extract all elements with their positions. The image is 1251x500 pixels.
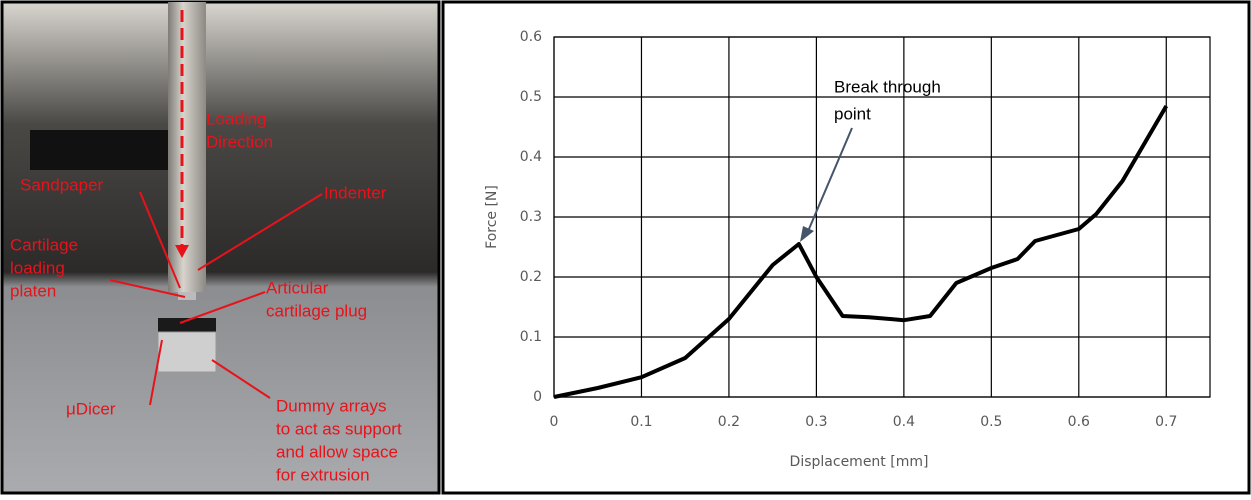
x-tick-label: 0.5 [980, 414, 1002, 430]
photo-label: Indenter [324, 183, 387, 202]
photo-label: for extrusion [276, 465, 370, 484]
photo-label: Cartilage [10, 235, 78, 254]
photo-label: loading [10, 258, 65, 277]
y-tick-label: 0 [533, 389, 542, 405]
chart-panel [443, 2, 1249, 493]
page: {"photo": {"labels": [ {"lines": ["Loadi… [0, 0, 1251, 495]
photo-label: μDicer [66, 399, 116, 418]
photo-label: Direction [206, 132, 273, 151]
y-tick-label: 0.6 [520, 29, 542, 45]
x-tick-label: 0.1 [630, 414, 652, 430]
annotation: point [834, 104, 871, 123]
x-tick-label: 0.6 [1068, 414, 1090, 430]
y-tick-label: 0.4 [520, 149, 542, 165]
y-tick-label: 0.5 [520, 89, 542, 105]
x-axis-title: Displacement [mm] [790, 454, 929, 470]
x-tick-label: 0.7 [1155, 414, 1177, 430]
photo-label: cartilage plug [266, 301, 367, 320]
photo-label: Sandpaper [20, 175, 104, 194]
x-tick-label: 0 [550, 414, 559, 430]
x-tick-label: 0.4 [893, 414, 915, 430]
photo-label: platen [10, 281, 56, 300]
photo-label: to act as support [276, 419, 402, 438]
photo-arrays [158, 332, 216, 372]
y-axis-title: Force [N] [484, 185, 500, 249]
photo-label: Dummy arrays [276, 396, 387, 415]
photo-label: Loading [206, 109, 267, 128]
annotation: Break through [834, 77, 941, 96]
photo-label: Articular [266, 278, 329, 297]
x-tick-label: 0.3 [805, 414, 827, 430]
y-tick-label: 0.1 [520, 329, 542, 345]
y-tick-label: 0.2 [520, 269, 542, 285]
photo-bracket [30, 130, 170, 170]
figure: Loading Direction Sandpaper Indenter Cartila… [0, 0, 1251, 495]
photo-label: and allow space [276, 442, 398, 461]
y-tick-label: 0.3 [520, 209, 542, 225]
x-tick-label: 0.2 [718, 414, 740, 430]
